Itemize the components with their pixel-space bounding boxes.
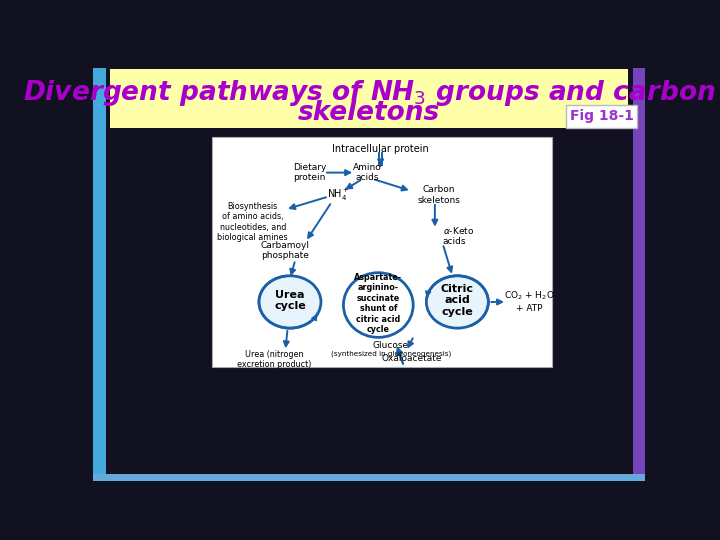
Bar xyxy=(566,105,637,128)
Bar xyxy=(110,70,628,128)
Text: CO$_2$ + H$_2$O
+ ATP: CO$_2$ + H$_2$O + ATP xyxy=(504,290,554,313)
Text: Fig 18-1: Fig 18-1 xyxy=(570,110,634,123)
Ellipse shape xyxy=(426,276,488,328)
Text: Carbamoyl
phosphate: Carbamoyl phosphate xyxy=(261,241,310,260)
Ellipse shape xyxy=(343,273,413,338)
Text: Dietary
protein: Dietary protein xyxy=(292,163,326,183)
Text: Intracellular protein: Intracellular protein xyxy=(332,145,429,154)
Text: NH$_4^+$: NH$_4^+$ xyxy=(327,187,349,203)
Text: Citric
acid
cycle: Citric acid cycle xyxy=(441,284,474,317)
Text: Carbon
skeletons: Carbon skeletons xyxy=(418,185,460,205)
Text: Glucose: Glucose xyxy=(373,341,409,349)
Bar xyxy=(93,68,106,477)
Bar xyxy=(212,137,552,367)
Bar xyxy=(93,475,645,481)
Text: Aspartate-
arginino-
succinate
shunt of
citric acid
cycle: Aspartate- arginino- succinate shunt of … xyxy=(354,273,402,334)
Text: Urea (nitrogen
excretion product): Urea (nitrogen excretion product) xyxy=(238,350,312,369)
Text: $\alpha$-Keto
acids: $\alpha$-Keto acids xyxy=(443,225,474,246)
Bar xyxy=(632,68,645,477)
Text: Amino
acids: Amino acids xyxy=(353,163,382,183)
Text: (synthesized in gluconeogenesis): (synthesized in gluconeogenesis) xyxy=(330,350,451,357)
Text: skeletons: skeletons xyxy=(298,100,440,126)
Text: Urea
cycle: Urea cycle xyxy=(274,289,306,311)
Text: Oxaloacetate: Oxaloacetate xyxy=(382,354,442,363)
Text: Biosynthesis
of amino acids,
nucleotides, and
biological amines: Biosynthesis of amino acids, nucleotides… xyxy=(217,202,288,242)
Text: Divergent pathways of NH$_3$ groups and carbon: Divergent pathways of NH$_3$ groups and … xyxy=(23,78,715,109)
Ellipse shape xyxy=(259,276,321,328)
